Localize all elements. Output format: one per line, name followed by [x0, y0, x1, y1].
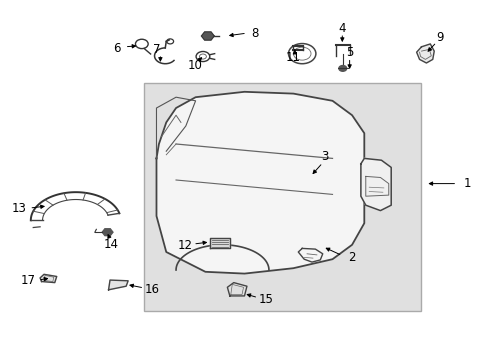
Text: 12: 12 — [177, 239, 192, 252]
Polygon shape — [416, 44, 433, 63]
Polygon shape — [210, 238, 229, 248]
Text: 13: 13 — [12, 202, 27, 215]
Text: 9: 9 — [435, 31, 443, 44]
Text: 3: 3 — [321, 150, 328, 163]
Text: 6: 6 — [112, 42, 120, 55]
Text: 4: 4 — [338, 22, 346, 35]
Polygon shape — [108, 280, 128, 290]
Text: 11: 11 — [285, 51, 300, 64]
Polygon shape — [40, 274, 57, 283]
Bar — [144, 83, 420, 311]
Polygon shape — [156, 92, 364, 274]
Polygon shape — [201, 32, 214, 40]
Text: 14: 14 — [104, 238, 119, 251]
Text: 17: 17 — [21, 274, 36, 287]
Text: 7: 7 — [152, 43, 160, 56]
Text: 10: 10 — [187, 59, 202, 72]
Text: 8: 8 — [251, 27, 259, 40]
Circle shape — [338, 66, 346, 71]
Polygon shape — [227, 283, 246, 296]
Text: 2: 2 — [347, 251, 355, 264]
Text: 1: 1 — [462, 177, 470, 190]
Text: 5: 5 — [345, 46, 353, 59]
Polygon shape — [102, 229, 113, 236]
Text: 15: 15 — [259, 293, 273, 306]
Polygon shape — [360, 158, 390, 211]
Text: 16: 16 — [145, 283, 160, 296]
